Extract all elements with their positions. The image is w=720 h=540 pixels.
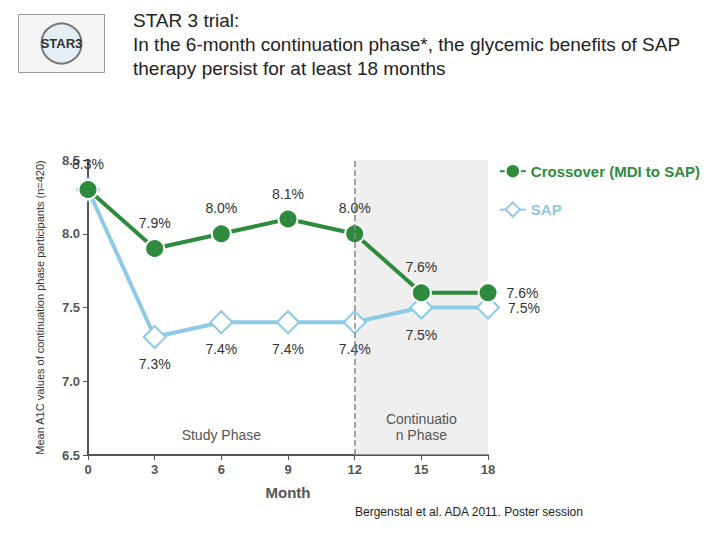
svg-text:In the 6-month continuation ph: In the 6-month continuation phase*, the … [133, 34, 685, 55]
svg-text:Study Phase: Study Phase [182, 427, 262, 443]
svg-text:8.0%: 8.0% [205, 200, 237, 216]
svg-text:9: 9 [284, 462, 291, 477]
svg-text:15: 15 [414, 462, 428, 477]
svg-text:7.6%: 7.6% [405, 259, 437, 275]
svg-text:7.5%: 7.5% [508, 300, 540, 316]
svg-text:therapy persist for at least 1: therapy persist for at least 18 months [133, 58, 446, 79]
svg-text:Mean A1C values of continuatio: Mean A1C values of continuation phase pa… [34, 160, 46, 454]
svg-text:18: 18 [481, 462, 495, 477]
svg-text:0: 0 [84, 462, 91, 477]
svg-text:n Phase: n Phase [396, 427, 448, 443]
svg-text:7.5%: 7.5% [405, 327, 437, 343]
svg-text:Continuatio: Continuatio [386, 411, 457, 427]
svg-text:8.3%: 8.3% [72, 156, 104, 172]
svg-text:7.9%: 7.9% [139, 215, 171, 231]
svg-text:STAR3: STAR3 [41, 36, 83, 51]
svg-text:8.5: 8.5 [61, 152, 80, 168]
svg-text:6: 6 [218, 462, 225, 477]
svg-text:7.5: 7.5 [62, 300, 80, 315]
svg-text:3: 3 [151, 462, 158, 477]
svg-text:7.3%: 7.3% [139, 356, 171, 372]
svg-text:12: 12 [347, 462, 361, 477]
svg-text:7.4%: 7.4% [205, 341, 237, 357]
svg-text:7.0: 7.0 [62, 374, 80, 389]
svg-text:6.5: 6.5 [62, 448, 80, 463]
svg-text:8.1%: 8.1% [272, 186, 304, 202]
svg-text:Crossover (MDI to SAP): Crossover (MDI to SAP) [531, 163, 700, 180]
svg-text:SAP: SAP [531, 201, 562, 218]
svg-text:7.6%: 7.6% [507, 285, 539, 301]
svg-text:7.4%: 7.4% [338, 341, 371, 358]
svg-text:Month: Month [266, 484, 311, 501]
svg-text:7.4%: 7.4% [272, 341, 304, 357]
svg-text:STAR 3 trial:: STAR 3 trial: [133, 10, 239, 31]
svg-text:Bergenstal et al. ADA 2011. Po: Bergenstal et al. ADA 2011. Poster sessi… [355, 505, 583, 519]
svg-text:8.0%: 8.0% [338, 200, 371, 217]
svg-text:8.0: 8.0 [62, 226, 80, 241]
